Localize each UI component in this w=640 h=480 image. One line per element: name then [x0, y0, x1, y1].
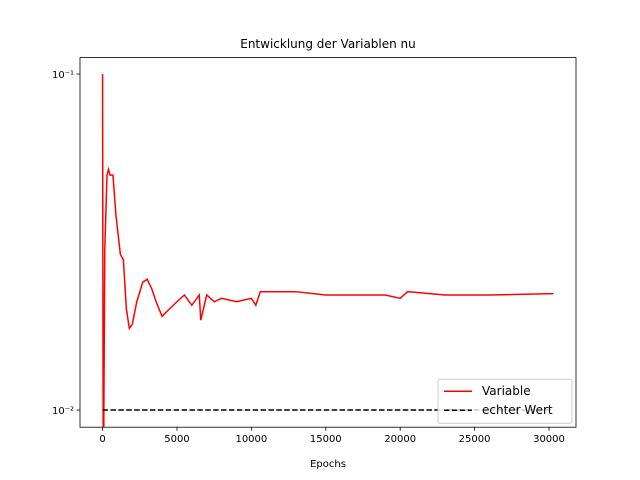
x-tick-label: 0 — [99, 434, 105, 445]
data-line — [101, 74, 554, 428]
x-tick-label: 30000 — [533, 434, 565, 445]
legend-box — [437, 378, 573, 424]
y-tick-label: 10⁻² — [52, 406, 74, 417]
axes-frame — [79, 57, 577, 428]
legend-label: Variable — [482, 384, 531, 398]
chart-title: Entwicklung der Variablen nu — [240, 37, 416, 51]
legend-label: echter Wert — [482, 403, 553, 417]
x-axis-label: Epochs — [310, 459, 346, 470]
x-tick-label: 25000 — [459, 434, 491, 445]
x-tick-label: 10000 — [235, 434, 267, 445]
x-tick-label: 15000 — [310, 434, 342, 445]
y-tick-label: 10⁻¹ — [52, 70, 74, 81]
x-tick-label: 20000 — [384, 434, 416, 445]
plot-area — [101, 74, 554, 428]
x-tick-label: 5000 — [164, 434, 189, 445]
